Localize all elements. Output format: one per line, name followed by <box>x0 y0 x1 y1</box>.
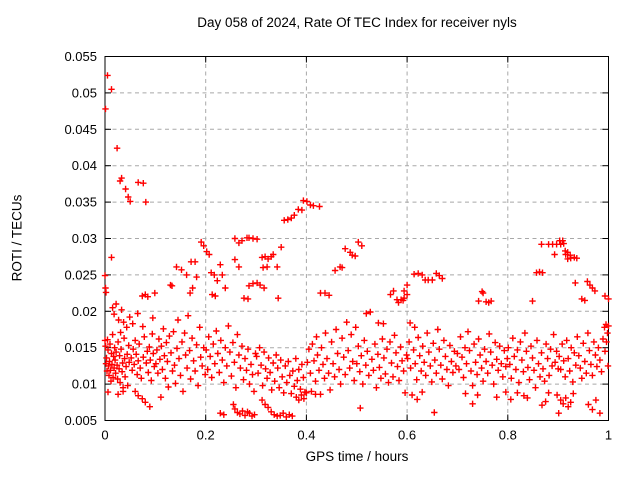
y-tick-label: 0.015 <box>64 340 97 355</box>
y-tick-label: 0.04 <box>72 158 97 173</box>
y-tick-label: 0.05 <box>72 85 97 100</box>
x-tick-label: 0.8 <box>499 428 517 443</box>
y-tick-label: 0.035 <box>64 195 97 210</box>
x-tick-label: 0 <box>101 428 108 443</box>
y-tick-label: 0.055 <box>64 49 97 64</box>
x-tick-label: 0.4 <box>297 428 315 443</box>
x-axis-label: GPS time / hours <box>305 449 409 464</box>
y-tick-label: 0.025 <box>64 267 97 282</box>
data-points <box>101 72 612 421</box>
x-tick-label: 0.6 <box>398 428 416 443</box>
x-tick-label: 0.2 <box>197 428 215 443</box>
y-tick-label: 0.005 <box>64 413 97 428</box>
y-tick-label: 0.03 <box>72 231 97 246</box>
chart-title: Day 058 of 2024, Rate Of TEC Index for r… <box>197 15 517 30</box>
y-tick-label: 0.02 <box>72 304 97 319</box>
x-tick-label: 1 <box>605 428 612 443</box>
y-tick-label: 0.045 <box>64 122 97 137</box>
y-tick-label: 0.01 <box>72 377 97 392</box>
